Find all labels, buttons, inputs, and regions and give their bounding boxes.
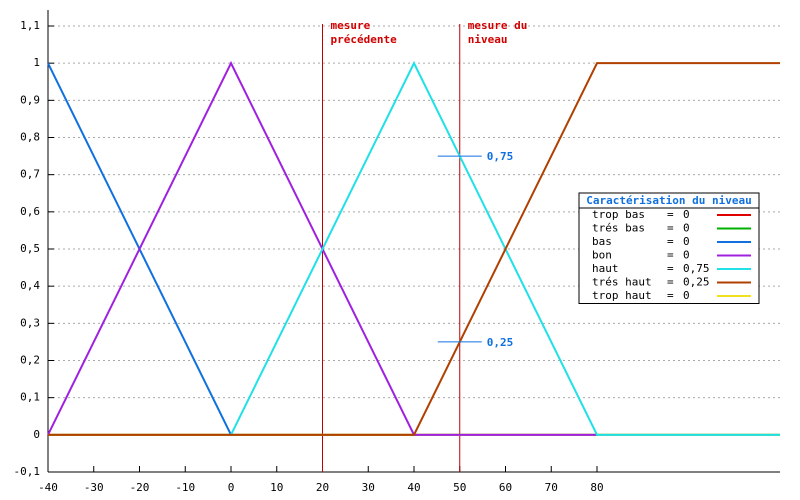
legend-value: 0	[683, 222, 690, 235]
legend-value: 0,75	[683, 262, 710, 275]
y-tick-label: 0,5	[20, 242, 40, 255]
legend-separator: =	[667, 289, 674, 302]
legend-label: haut	[592, 262, 619, 275]
legend-separator: =	[667, 276, 674, 289]
marker-label: niveau	[468, 33, 508, 46]
x-tick-label: 0	[228, 481, 235, 494]
x-tick-label: 60	[499, 481, 512, 494]
x-tick-label: 20	[316, 481, 329, 494]
y-tick-label: 1,1	[20, 19, 40, 32]
x-tick-label: 80	[590, 481, 603, 494]
y-tick-label: 0,7	[20, 168, 40, 181]
legend-value: 0	[683, 249, 690, 262]
y-tick-label: 0,1	[20, 391, 40, 404]
legend-value: 0,25	[683, 276, 710, 289]
x-tick-label: 30	[362, 481, 375, 494]
legend-title: Caractérisation du niveau	[586, 194, 752, 207]
x-tick-label: -30	[84, 481, 104, 494]
legend-separator: =	[667, 222, 674, 235]
legend-label: trop haut	[592, 289, 652, 302]
y-tick-label: 0,4	[20, 279, 40, 292]
marker-label: mesure	[331, 19, 371, 32]
legend-label: trés haut	[592, 276, 652, 289]
x-tick-label: 40	[407, 481, 420, 494]
legend-box	[578, 192, 760, 304]
legend-separator: =	[667, 235, 674, 248]
x-tick-label: 10	[270, 481, 283, 494]
legend-label: trop bas	[592, 208, 645, 221]
y-tick-label: 0,8	[20, 131, 40, 144]
x-tick-label: -10	[175, 481, 195, 494]
marker-label: mesure du	[468, 19, 528, 32]
legend-label: trés bas	[592, 222, 645, 235]
y-tick-label: 0,6	[20, 205, 40, 218]
legend-separator: =	[667, 249, 674, 262]
annotation-label: 0,25	[487, 336, 514, 349]
y-tick-label: 0	[33, 428, 40, 441]
y-tick-label: 0,3	[20, 316, 40, 329]
y-tick-label: 0,9	[20, 93, 40, 106]
y-tick-label: -0,1	[14, 465, 41, 478]
x-tick-label: -40	[38, 481, 58, 494]
legend-separator: =	[667, 208, 674, 221]
series-line	[48, 62, 780, 436]
x-tick-label: 70	[545, 481, 558, 494]
marker-label: précédente	[331, 33, 398, 46]
annotation-label: 0,75	[487, 150, 514, 163]
legend-separator: =	[667, 262, 674, 275]
legend-label: bon	[592, 249, 612, 262]
legend-value: 0	[683, 289, 690, 302]
legend-value: 0	[683, 208, 690, 221]
legend-label: bas	[592, 235, 612, 248]
x-tick-label: -20	[130, 481, 150, 494]
y-tick-label: 0,2	[20, 354, 40, 367]
legend-value: 0	[683, 235, 690, 248]
y-tick-label: 1	[33, 56, 40, 69]
x-tick-label: 50	[453, 481, 466, 494]
